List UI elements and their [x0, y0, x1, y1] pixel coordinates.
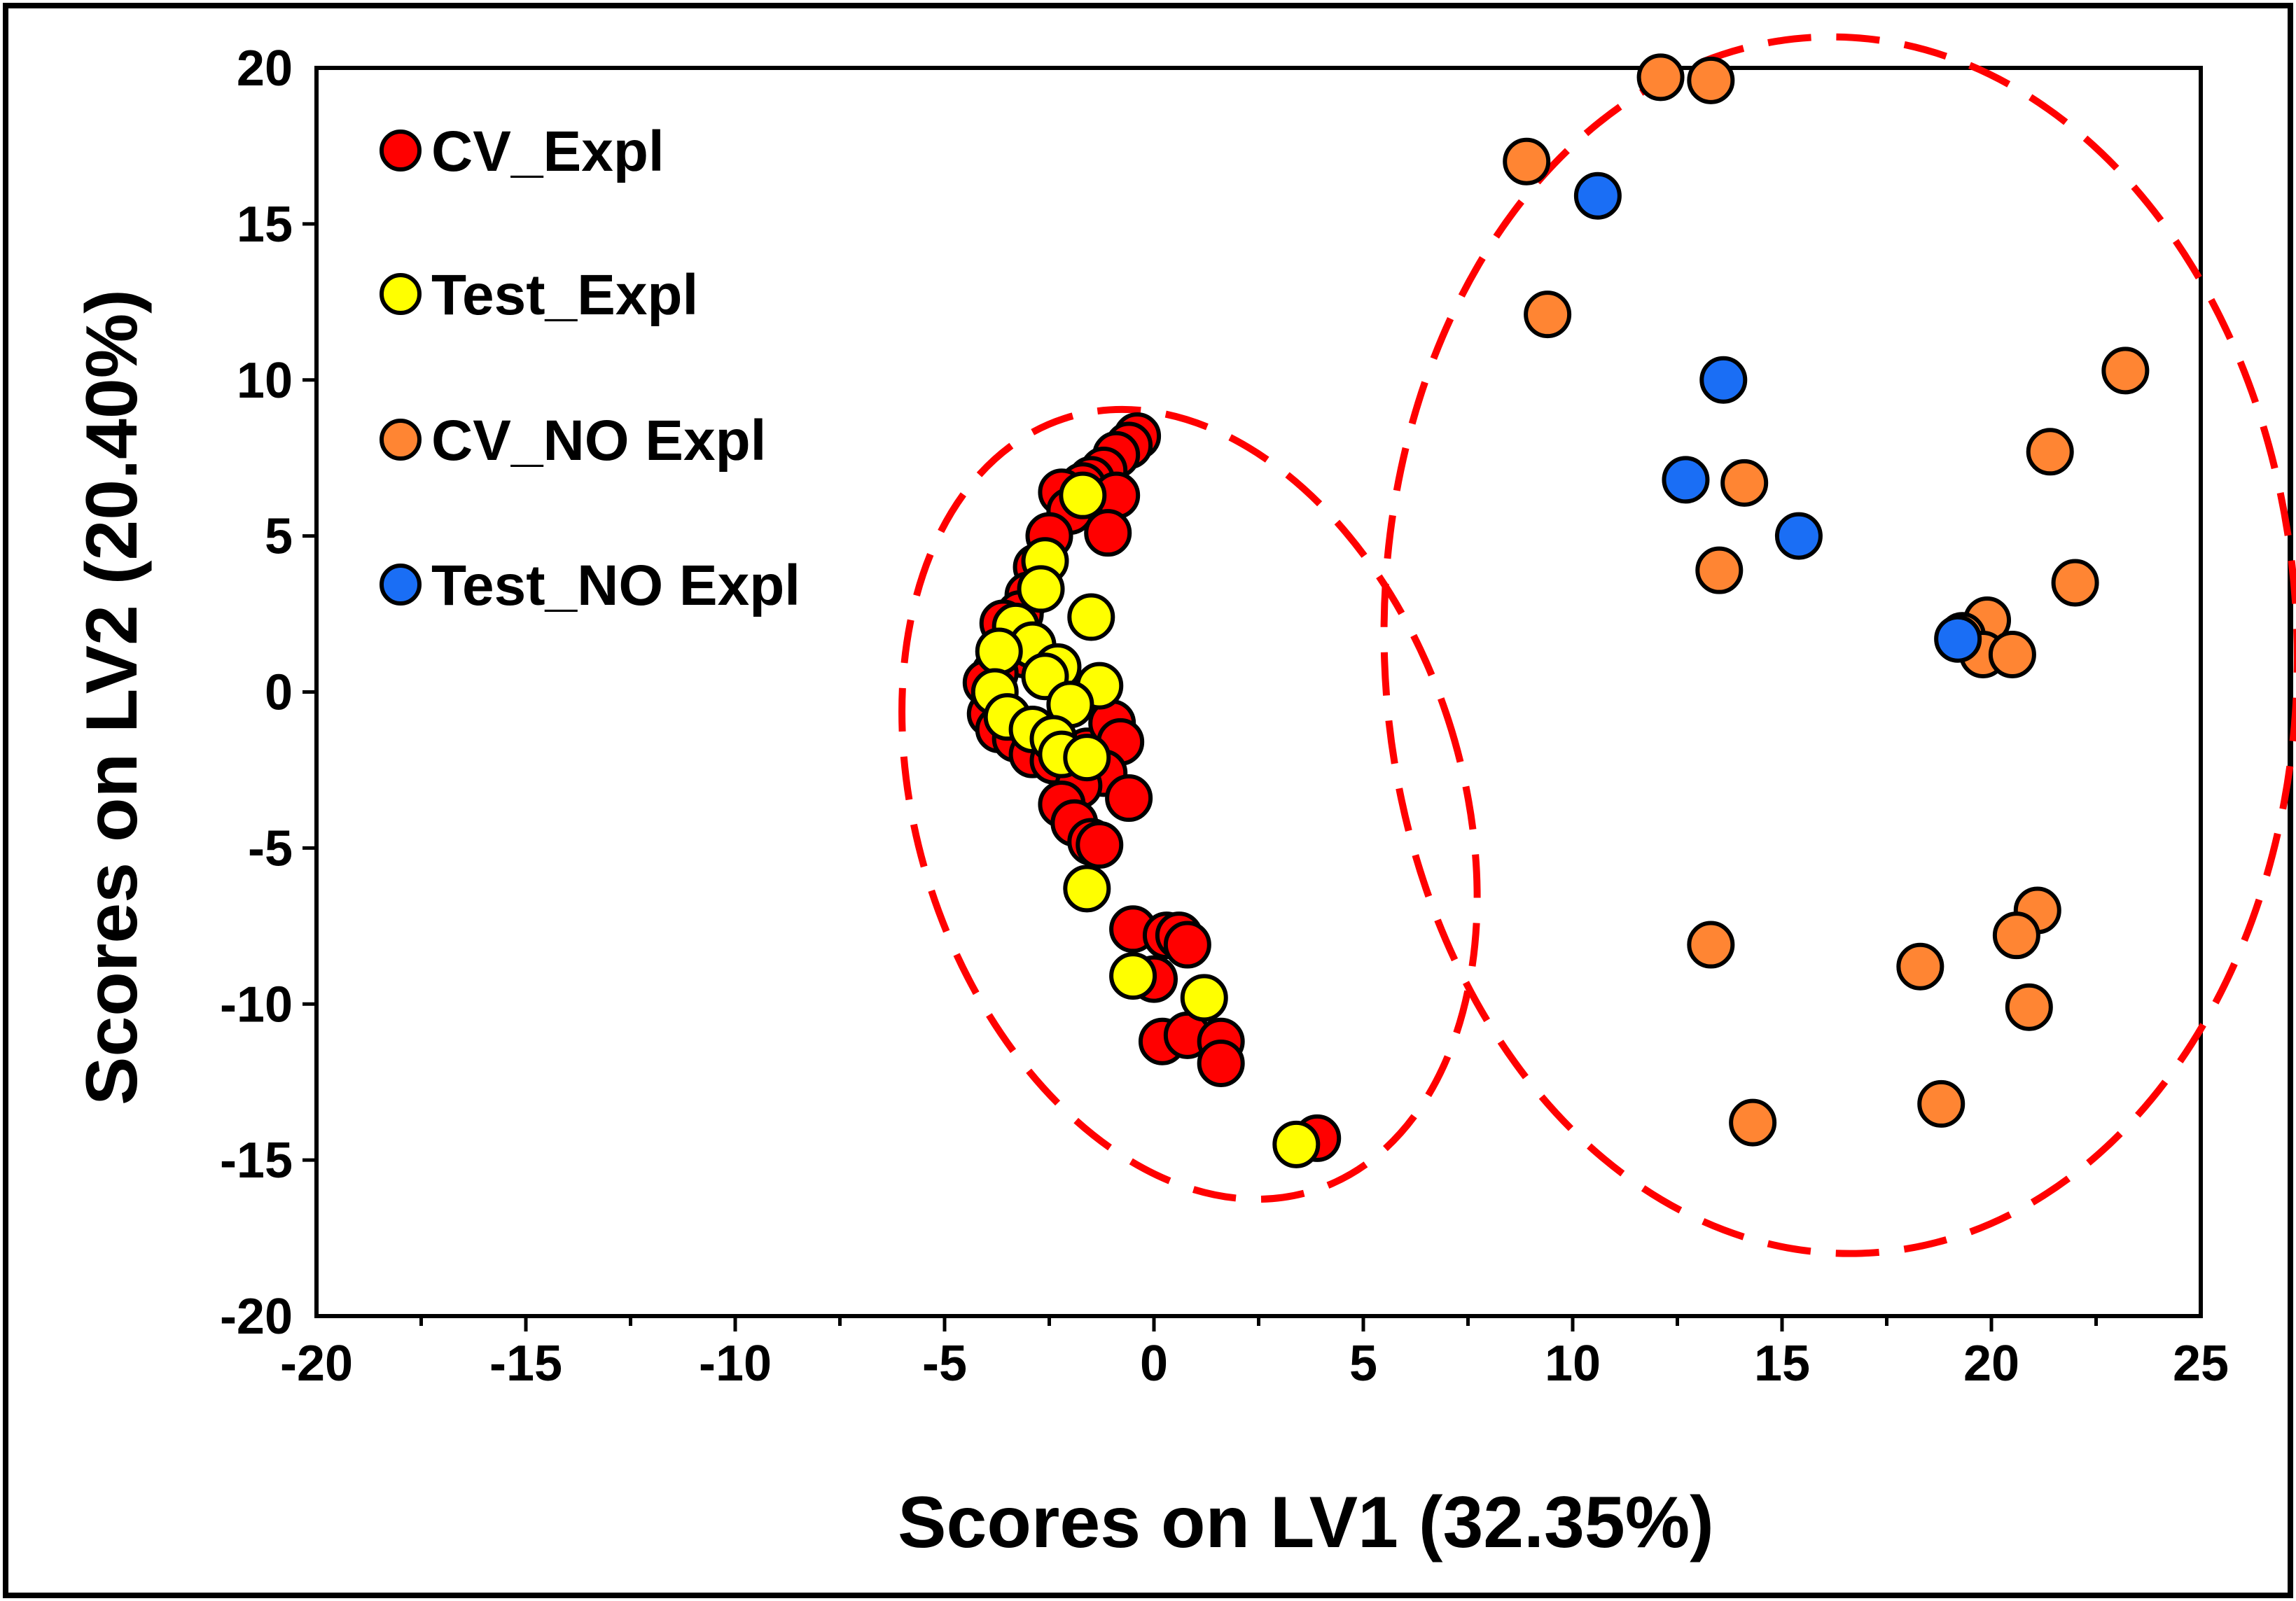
x-axis-ticks: -20 -15 -10 -5 0 5 10 15 20 25	[280, 1316, 2229, 1392]
legend: CV_Expl Test_Expl CV_NO Expl Test_NO Expl	[380, 120, 800, 617]
dashed-ellipse-1	[898, 405, 1481, 1203]
y-tick-label: 15	[237, 197, 293, 253]
point-test-expl	[1063, 734, 1111, 782]
point-cv-no-expl	[1687, 921, 1735, 969]
point-cv-expl	[1076, 820, 1124, 869]
legend-marker-test-expl	[380, 273, 422, 315]
point-test-expl	[1059, 471, 1107, 519]
x-tick-label: 25	[2173, 1336, 2229, 1392]
point-cv-no-expl	[1896, 942, 1944, 991]
dashed-ellipse-2	[1380, 33, 2296, 1257]
point-cv-expl	[1163, 921, 1211, 969]
point-test-no-expl	[1573, 172, 1622, 220]
point-test-expl	[1067, 593, 1115, 641]
point-test-no-expl	[1774, 512, 1823, 560]
point-cv-no-expl	[1992, 911, 2040, 960]
legend-marker-cv-expl	[380, 130, 422, 172]
x-tick-label: -15	[489, 1336, 562, 1392]
x-tick-label: 5	[1349, 1336, 1377, 1392]
x-tick-label: 20	[1963, 1336, 2019, 1392]
point-test-expl	[1017, 565, 1065, 613]
point-test-no-expl	[1662, 456, 1710, 504]
point-cv-no-expl	[1729, 1098, 1777, 1147]
x-tick-label: -5	[922, 1336, 967, 1392]
point-test-expl	[975, 627, 1023, 676]
point-cv-no-expl	[1687, 56, 1735, 104]
annotation-ellipses	[898, 33, 2296, 1257]
y-tick-label: -10	[220, 977, 293, 1033]
point-cv-no-expl	[2026, 428, 2074, 476]
legend-label-cv-no-expl: CV_NO Expl	[431, 409, 766, 473]
x-tick-label: -20	[280, 1336, 353, 1392]
point-cv-no-expl	[1720, 459, 1769, 507]
legend-label-cv-expl: CV_Expl	[431, 120, 665, 183]
y-tick-label: -5	[248, 820, 293, 876]
point-cv-no-expl	[1524, 291, 1572, 339]
x-tick-label: 0	[1140, 1336, 1168, 1392]
y-axis-title: Scores on LV2 (20.40%)	[71, 289, 153, 1105]
point-test-expl	[1063, 865, 1111, 913]
y-tick-label: 10	[237, 353, 293, 409]
point-cv-no-expl	[1636, 53, 1685, 102]
point-cv-no-expl	[2005, 983, 2053, 1031]
plot-area	[314, 66, 2203, 1318]
x-axis-title: Scores on LV1 (32.35%)	[898, 1482, 1714, 1563]
y-axis-ticks: -20 -15 -10 -5 0 5 10 15 20	[220, 41, 316, 1345]
y-tick-label: -20	[220, 1289, 293, 1345]
point-cv-no-expl	[2101, 347, 2150, 395]
point-cv-expl	[1105, 774, 1153, 823]
legend-label-test-expl: Test_Expl	[431, 263, 698, 327]
point-test-no-expl	[1934, 615, 1982, 663]
x-tick-label: 15	[1754, 1336, 1810, 1392]
data-points	[962, 53, 2150, 1168]
point-cv-no-expl	[1695, 546, 1744, 594]
point-cv-expl	[1084, 509, 1132, 557]
x-tick-label: 10	[1545, 1336, 1601, 1392]
point-cv-expl	[1197, 1039, 1245, 1087]
y-tick-label: 5	[265, 509, 293, 565]
point-cv-no-expl	[1988, 631, 2036, 679]
point-cv-no-expl	[2051, 559, 2099, 607]
point-test-expl	[1272, 1120, 1321, 1168]
point-cv-no-expl	[1503, 137, 1551, 186]
y-tick-label: 20	[237, 41, 293, 97]
y-tick-label: 0	[265, 665, 293, 721]
point-test-no-expl	[1699, 356, 1748, 404]
point-cv-no-expl	[1917, 1079, 1965, 1128]
y-tick-label: -15	[220, 1133, 293, 1189]
legend-label-test-no-expl: Test_NO Expl	[431, 554, 800, 617]
point-test-expl	[1109, 952, 1157, 1000]
x-tick-label: -10	[699, 1336, 772, 1392]
point-test-expl	[1180, 974, 1228, 1022]
legend-marker-cv-no-expl	[380, 419, 422, 461]
legend-marker-test-no-expl	[380, 564, 422, 606]
